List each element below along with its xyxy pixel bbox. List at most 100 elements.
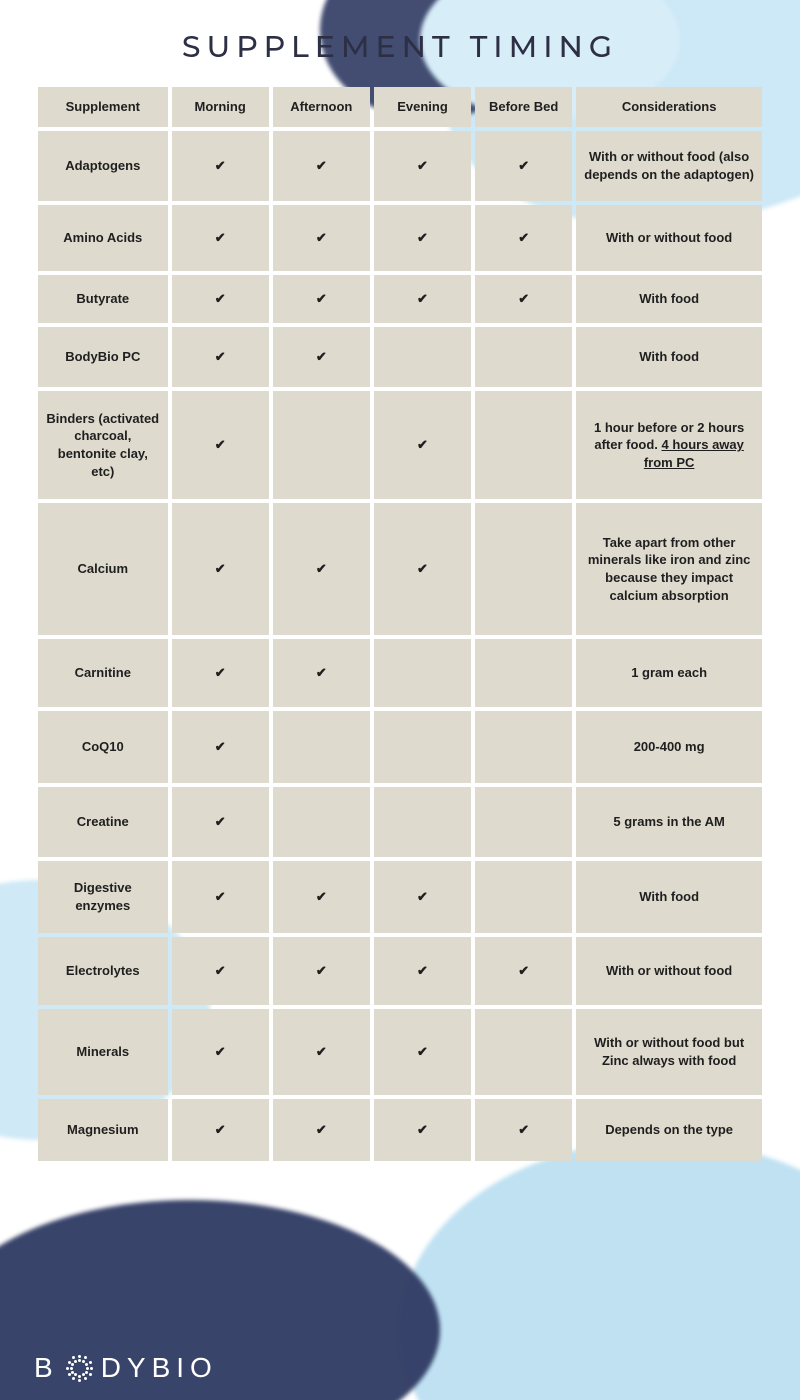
check-icon: ✔	[417, 291, 428, 306]
considerations-text: With food	[639, 349, 699, 364]
check-icon: ✔	[518, 1122, 529, 1137]
col-before-bed: Before Bed	[475, 87, 572, 127]
cell-before_bed	[475, 787, 572, 857]
cell-afternoon	[273, 711, 370, 783]
cell-afternoon: ✔	[273, 131, 370, 201]
cell-morning: ✔	[172, 1099, 269, 1161]
cell-evening: ✔	[374, 275, 471, 323]
cell-afternoon: ✔	[273, 639, 370, 707]
brand-logo: B DYBIO	[34, 1352, 218, 1384]
cell-morning: ✔	[172, 131, 269, 201]
cell-afternoon: ✔	[273, 861, 370, 933]
cell-before_bed	[475, 391, 572, 499]
considerations-text: 5 grams in the AM	[613, 814, 724, 829]
supplement-timing-table: Supplement Morning Afternoon Evening Bef…	[34, 83, 766, 1165]
considerations-text: Take apart from other minerals like iron…	[588, 535, 751, 603]
check-icon: ✔	[316, 1044, 327, 1059]
cell-before_bed	[475, 711, 572, 783]
check-icon: ✔	[417, 963, 428, 978]
col-evening: Evening	[374, 87, 471, 127]
considerations-text: 1 gram each	[631, 665, 707, 680]
check-icon: ✔	[215, 814, 226, 829]
table-row: Electrolytes✔✔✔✔With or without food	[38, 937, 762, 1005]
check-icon: ✔	[215, 158, 226, 173]
check-icon: ✔	[417, 230, 428, 245]
cell-evening: ✔	[374, 391, 471, 499]
considerations-cell: With or without food	[576, 937, 762, 1005]
considerations-text: With or without food	[606, 963, 732, 978]
considerations-cell: Depends on the type	[576, 1099, 762, 1161]
considerations-text: 200-400 mg	[634, 739, 705, 754]
cell-before_bed	[475, 1009, 572, 1095]
col-considerations: Considerations	[576, 87, 762, 127]
cell-evening	[374, 639, 471, 707]
check-icon: ✔	[316, 158, 327, 173]
table-row: Carnitine✔✔1 gram each	[38, 639, 762, 707]
cell-morning: ✔	[172, 861, 269, 933]
cell-before_bed: ✔	[475, 1099, 572, 1161]
supplement-name: Carnitine	[38, 639, 168, 707]
supplement-name: Digestive enzymes	[38, 861, 168, 933]
considerations-cell: With food	[576, 327, 762, 387]
table-row: Adaptogens✔✔✔✔With or without food (also…	[38, 131, 762, 201]
cell-evening: ✔	[374, 861, 471, 933]
cell-evening	[374, 711, 471, 783]
supplement-name: Adaptogens	[38, 131, 168, 201]
cell-afternoon: ✔	[273, 275, 370, 323]
cell-morning: ✔	[172, 787, 269, 857]
considerations-cell: 5 grams in the AM	[576, 787, 762, 857]
table-row: CoQ10✔200-400 mg	[38, 711, 762, 783]
cell-morning: ✔	[172, 639, 269, 707]
check-icon: ✔	[215, 1122, 226, 1137]
supplement-name: Butyrate	[38, 275, 168, 323]
check-icon: ✔	[316, 230, 327, 245]
considerations-text: With or without food	[606, 230, 732, 245]
col-afternoon: Afternoon	[273, 87, 370, 127]
check-icon: ✔	[316, 561, 327, 576]
check-icon: ✔	[215, 349, 226, 364]
check-icon: ✔	[215, 889, 226, 904]
check-icon: ✔	[215, 291, 226, 306]
check-icon: ✔	[215, 963, 226, 978]
considerations-cell: With or without food (also depends on th…	[576, 131, 762, 201]
considerations-cell: With or without food	[576, 205, 762, 271]
considerations-cell: 1 gram each	[576, 639, 762, 707]
cell-before_bed	[475, 503, 572, 635]
considerations-text: With or without food but Zinc always wit…	[594, 1035, 744, 1068]
considerations-cell: Take apart from other minerals like iron…	[576, 503, 762, 635]
check-icon: ✔	[518, 291, 529, 306]
check-icon: ✔	[518, 230, 529, 245]
considerations-cell: 1 hour before or 2 hours after food. 4 h…	[576, 391, 762, 499]
cell-evening	[374, 787, 471, 857]
cell-afternoon: ✔	[273, 205, 370, 271]
table-row: BodyBio PC✔✔With food	[38, 327, 762, 387]
cell-before_bed: ✔	[475, 131, 572, 201]
cell-evening: ✔	[374, 1009, 471, 1095]
cell-before_bed: ✔	[475, 205, 572, 271]
considerations-cell: With food	[576, 275, 762, 323]
page-title: SUPPLEMENT TIMING	[34, 28, 766, 65]
check-icon: ✔	[316, 963, 327, 978]
cell-before_bed: ✔	[475, 937, 572, 1005]
check-icon: ✔	[316, 665, 327, 680]
cell-before_bed: ✔	[475, 275, 572, 323]
considerations-text: With food	[639, 291, 699, 306]
cell-evening: ✔	[374, 205, 471, 271]
cell-afternoon: ✔	[273, 327, 370, 387]
cell-evening: ✔	[374, 131, 471, 201]
check-icon: ✔	[417, 158, 428, 173]
cell-afternoon: ✔	[273, 503, 370, 635]
cell-afternoon: ✔	[273, 1009, 370, 1095]
check-icon: ✔	[417, 889, 428, 904]
considerations-cell: 200-400 mg	[576, 711, 762, 783]
supplement-name: Minerals	[38, 1009, 168, 1095]
cell-morning: ✔	[172, 711, 269, 783]
cell-afternoon	[273, 787, 370, 857]
brand-o-icon	[65, 1353, 95, 1383]
table-row: Magnesium✔✔✔✔Depends on the type	[38, 1099, 762, 1161]
check-icon: ✔	[316, 291, 327, 306]
check-icon: ✔	[316, 1122, 327, 1137]
check-icon: ✔	[215, 437, 226, 452]
table-header-row: Supplement Morning Afternoon Evening Bef…	[38, 87, 762, 127]
check-icon: ✔	[316, 349, 327, 364]
